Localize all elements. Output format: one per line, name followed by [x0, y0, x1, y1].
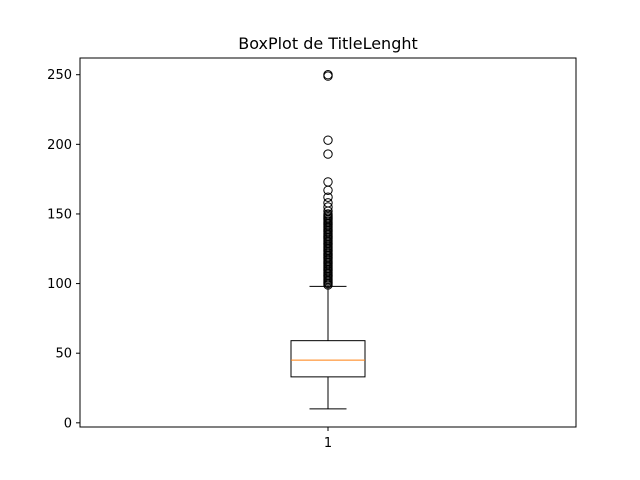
plot-area-frame [79, 57, 577, 428]
y-tick-label: 250 [47, 68, 72, 83]
x-axis: 1 [324, 427, 332, 451]
y-tick-label: 200 [47, 138, 72, 153]
outlier-point [323, 70, 333, 80]
y-tick-label: 150 [47, 207, 72, 222]
outlier-point [323, 135, 333, 145]
outlier-point [323, 192, 333, 202]
x-tick-label: 1 [324, 436, 332, 451]
y-tick-label: 100 [47, 277, 72, 292]
outlier-point [323, 198, 333, 208]
chart-title: BoxPlot de TitleLenght [238, 34, 418, 53]
outlier-point [323, 209, 333, 219]
y-axis: 0 50 100 150 200 250 [47, 68, 80, 431]
box-group [290, 285, 366, 410]
outlier-point [323, 202, 333, 212]
y-tick-label: 50 [55, 347, 72, 362]
outlier-group [323, 70, 333, 290]
iqr-box [290, 340, 366, 378]
outlier-point [323, 177, 333, 187]
outlier-point [323, 149, 333, 159]
y-tick-label: 0 [64, 416, 72, 431]
